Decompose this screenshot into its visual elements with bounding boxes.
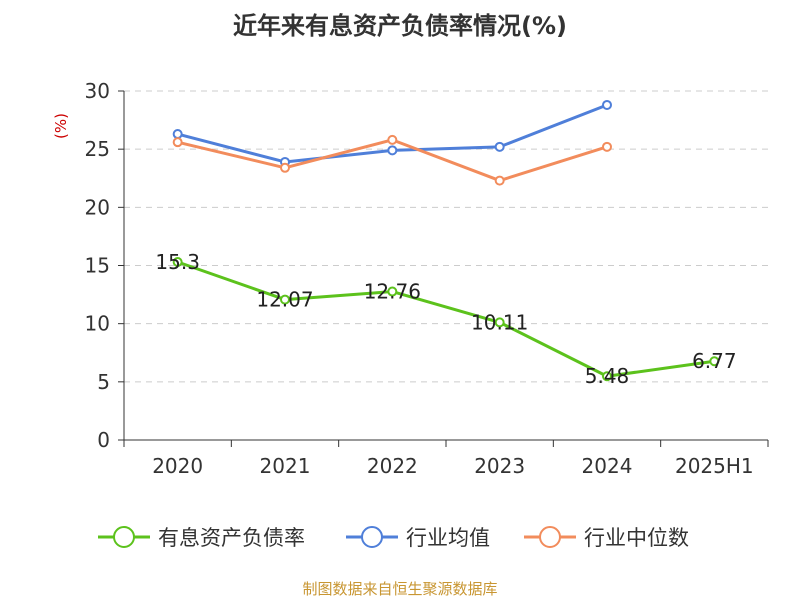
data-point (172, 257, 183, 268)
data-label: 6.77 (692, 349, 737, 373)
data-point (280, 294, 290, 305)
legend-label: 行业中位数 (584, 526, 689, 550)
x-tick-label: 2025H1 (675, 454, 754, 478)
legend: 有息资产负债率 行业均值 行业中位数 (98, 526, 689, 550)
data-point (709, 356, 720, 367)
data-point (280, 162, 290, 173)
series-line (177, 260, 715, 378)
legend-swatch-marker (113, 526, 135, 548)
axes: 0 5 10 15 20 25 30 2020 2021 2022 2023 2024 2025H1 (85, 79, 769, 478)
grid-lines (124, 90, 768, 383)
x-tick-label: 2023 (474, 454, 525, 478)
y-tick-label: 30 (85, 79, 110, 103)
legend-swatch-marker (361, 526, 383, 548)
data-point (602, 141, 612, 152)
data-label: 5.48 (585, 364, 630, 388)
data-point (172, 129, 183, 140)
legend-label: 行业均值 (406, 526, 490, 550)
y-axis-label: (%) (52, 113, 70, 139)
source-note: 制图数据来自恒生聚源数据库 (302, 580, 498, 598)
data-point (494, 175, 505, 186)
data-label: 15.3 (155, 250, 200, 274)
y-tick-label: 5 (97, 370, 110, 394)
data-labels: 15.3 12.07 12.76 10.11 5.48 6.77 (155, 250, 736, 388)
y-tick-label: 20 (85, 195, 110, 219)
data-point (494, 141, 505, 152)
y-tick-label: 0 (97, 428, 110, 452)
data-point (387, 134, 398, 145)
legend-swatch-marker (539, 526, 561, 548)
x-tick-label: 2024 (582, 454, 633, 478)
y-tick-label: 25 (85, 137, 110, 161)
series-lines (172, 99, 720, 382)
x-tick-label: 2020 (152, 454, 203, 478)
data-label: 12.07 (256, 288, 313, 312)
data-point (602, 371, 612, 382)
data-point (602, 99, 612, 110)
data-label: 12.76 (364, 280, 421, 304)
y-tick-label: 10 (85, 312, 110, 336)
data-point (494, 317, 505, 328)
legend-label: 有息资产负债率 (158, 526, 305, 550)
data-label: 10.11 (471, 310, 528, 334)
data-point (172, 137, 183, 148)
x-tick-label: 2021 (260, 454, 311, 478)
data-point (387, 145, 398, 156)
y-tick-label: 15 (85, 254, 110, 278)
data-point (387, 286, 398, 297)
x-tick-label: 2022 (367, 454, 418, 478)
chart-title: 近年来有息资产负债率情况(%) (233, 12, 567, 40)
